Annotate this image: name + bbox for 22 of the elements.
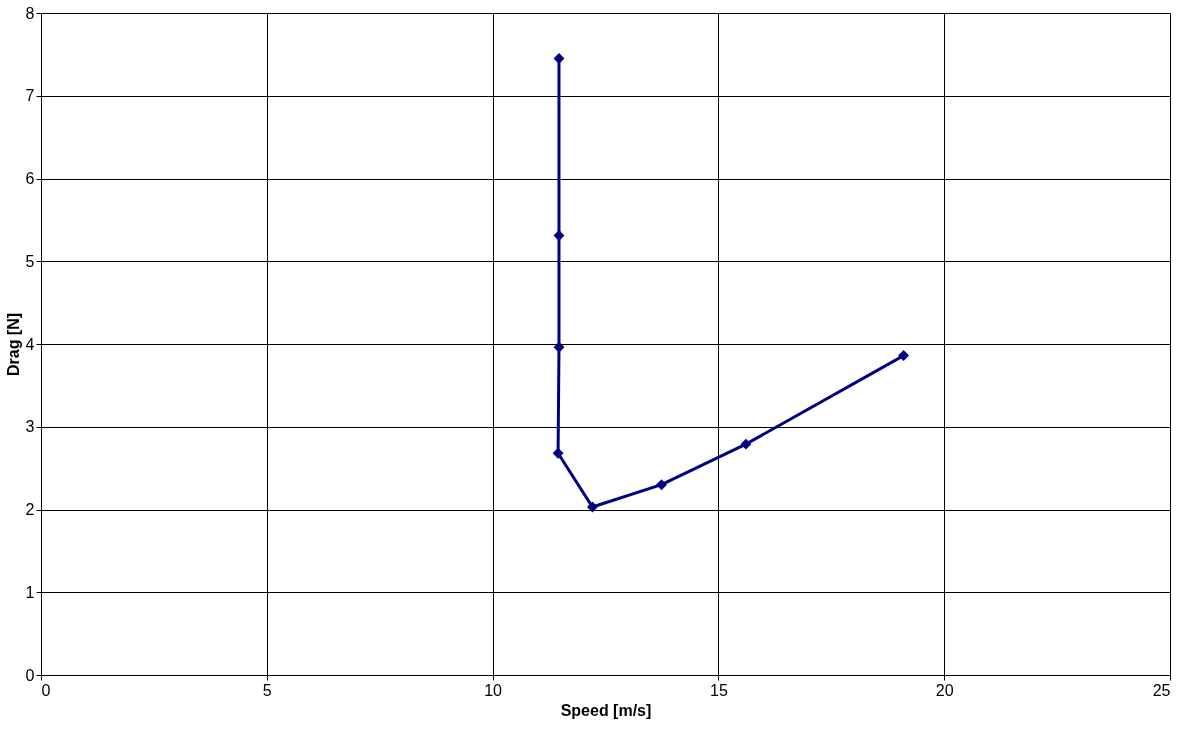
point	[898, 350, 910, 362]
x-tick-label: 15	[710, 681, 728, 699]
x-axis-title: Speed [m/s]	[560, 701, 652, 719]
point	[553, 53, 565, 64]
x-tick-label: 25	[1152, 681, 1171, 699]
y-tick-label: 7	[25, 87, 35, 105]
y-tick-label: 3	[25, 418, 35, 436]
y-axis-title: Drag [N]	[4, 312, 22, 377]
y-tick-label: 6	[25, 170, 35, 187]
y-tick-label: 1	[25, 583, 35, 601]
y-tick-label: 8	[25, 4, 35, 22]
y-tick-label: 4	[25, 335, 35, 353]
x-tick-label: 20	[935, 681, 954, 699]
x-tick-label: 0	[41, 681, 51, 699]
x-tick-label: 5	[262, 681, 272, 699]
point	[740, 438, 752, 450]
y-tick-label: 0	[25, 666, 35, 684]
y-tick-label: 5	[25, 252, 35, 270]
point	[586, 501, 598, 513]
point	[656, 479, 667, 491]
y-tick-label: 2	[25, 501, 35, 518]
x-tick-label: 10	[484, 681, 503, 699]
